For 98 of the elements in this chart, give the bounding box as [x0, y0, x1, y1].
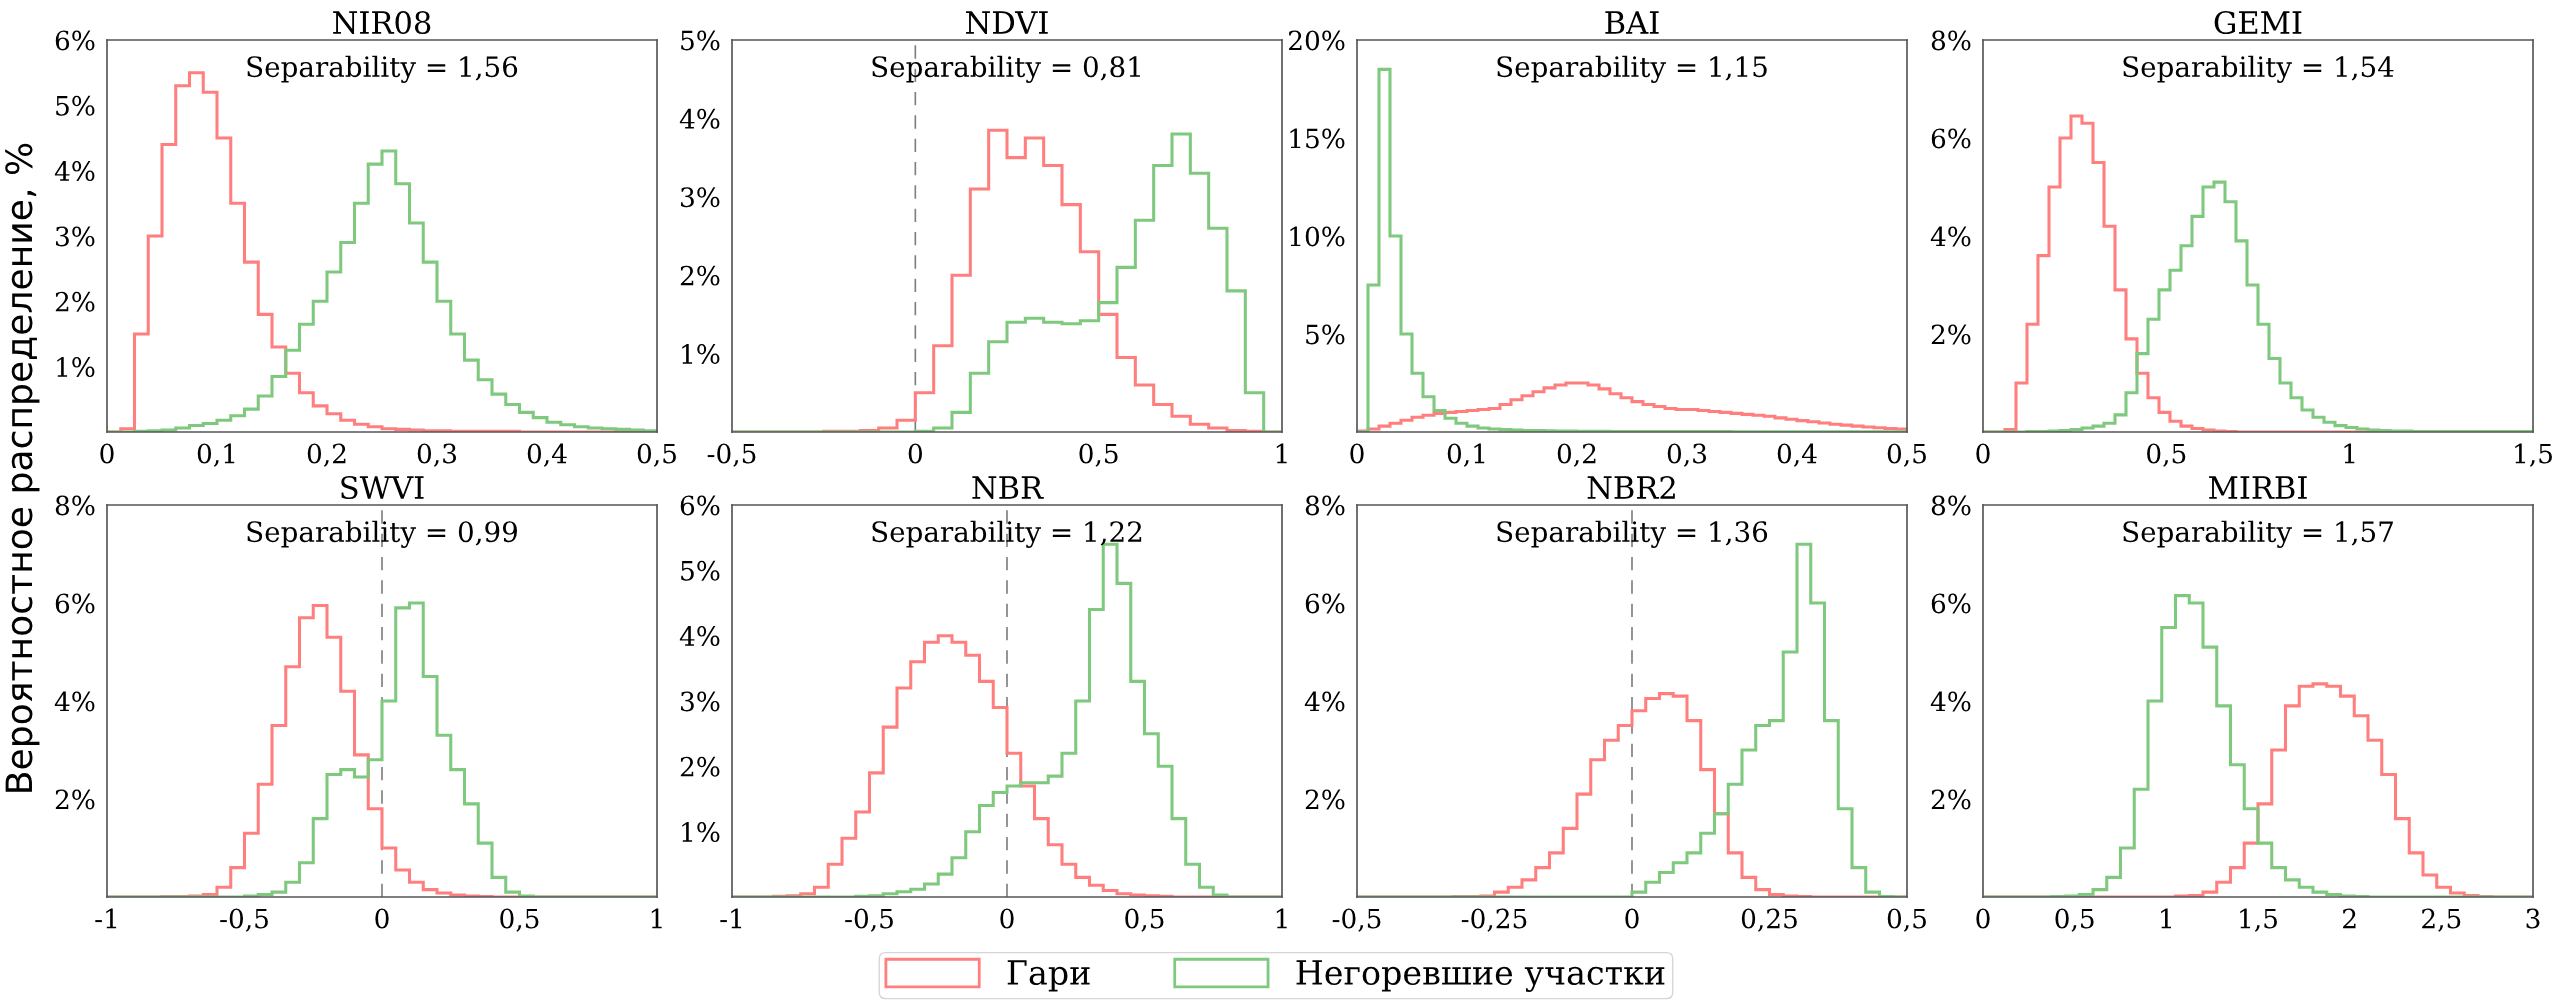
x-tick-label: 1: [1276, 908, 1287, 929]
chart-title: NIR08: [333, 10, 431, 35]
annotation: Separability = 1,57: [2123, 520, 2393, 548]
y-tick-label: 5%: [1306, 324, 1345, 345]
x-tick-label: 0: [908, 443, 922, 464]
x-tick-label: 3: [2526, 908, 2540, 929]
legend-label: Негоревшие участки: [1296, 960, 1665, 992]
y-tick-label: 10%: [1290, 226, 1345, 247]
y-tick-label: 5%: [56, 95, 95, 116]
x-tick-label: 0: [100, 443, 114, 464]
x-tick-label: 0,3: [1667, 443, 1707, 467]
y-axis-title: Вероятностное распределение, %: [5, 143, 40, 792]
y-tick-label: 8%: [55, 495, 95, 516]
x-tick-label: 0,5: [1125, 908, 1164, 932]
y-tick-label: 1%: [57, 357, 95, 378]
y-tick-label: 4%: [54, 161, 95, 182]
x-tick-label: 1: [2344, 443, 2355, 464]
y-tick-label: 2%: [1305, 789, 1345, 810]
x-tick-label: 2,5: [2422, 908, 2461, 932]
y-tick-label: 2%: [680, 756, 720, 777]
legend-label: Гари: [1007, 960, 1090, 992]
x-tick-label: 1: [2161, 908, 2171, 929]
y-tick-label: 6%: [55, 30, 95, 51]
x-tick-label: 0,5: [2055, 908, 2094, 932]
y-tick-label: 2%: [55, 789, 95, 810]
x-tick-label: -1: [95, 908, 117, 929]
x-tick-label: 1,5: [2240, 908, 2277, 932]
x-tick-label: 0,5: [500, 908, 539, 932]
x-tick-label: 0,5: [1887, 443, 1926, 467]
annotation: Separability = 0,99: [247, 520, 517, 548]
y-tick-label: 15%: [1290, 128, 1345, 149]
annotation: Separability = 1,22: [872, 520, 1142, 548]
y-tick-label: 6%: [55, 593, 95, 614]
chart-title: NBR2: [1587, 475, 1675, 500]
x-tick-label: 0,4: [527, 443, 567, 467]
chart-title: SWVI: [341, 475, 424, 500]
y-tick-label: 4%: [1930, 691, 1971, 712]
y-tick-label: 6%: [1931, 128, 1971, 149]
x-tick-label: 0,2: [1557, 443, 1596, 467]
x-tick-label: 0,4: [1777, 443, 1817, 467]
y-tick-label: 2%: [55, 291, 95, 312]
x-tick-label: 0: [1000, 908, 1014, 929]
y-tick-label: 4%: [54, 691, 95, 712]
x-tick-label: 0,5: [2147, 443, 2186, 467]
x-tick-label: 0: [1625, 908, 1639, 929]
x-tick-label: 0,3: [417, 443, 457, 467]
x-tick-label: 2: [2343, 908, 2356, 929]
y-tick-label: 4%: [1304, 691, 1345, 712]
x-tick-label: 0,1: [197, 443, 235, 467]
y-tick-label: 8%: [1931, 495, 1971, 516]
x-tick-label: -0,25: [1461, 908, 1527, 932]
chart-title: NDVI: [966, 11, 1048, 35]
y-tick-label: 2%: [1931, 789, 1971, 810]
y-tick-label: 6%: [680, 495, 720, 516]
y-tick-label: 1%: [682, 344, 720, 364]
annotation: Separability = 1,54: [2123, 55, 2394, 83]
y-tick-label: 3%: [681, 187, 720, 208]
x-tick-label: 0,2: [307, 443, 346, 467]
y-tick-label: 8%: [1931, 30, 1971, 51]
x-tick-label: 0: [1350, 443, 1364, 464]
y-tick-label: 6%: [1305, 593, 1345, 614]
annotation: Separability = 1,56: [247, 55, 518, 83]
x-tick-label: -0,5: [220, 908, 268, 932]
x-tick-label: 1: [651, 908, 662, 929]
x-tick-label: -0,5: [845, 908, 893, 932]
y-tick-label: 4%: [679, 108, 720, 129]
y-tick-label: 3%: [56, 226, 95, 247]
y-tick-label: 5%: [681, 560, 720, 581]
y-tick-label: 2%: [1931, 324, 1971, 345]
y-tick-label: 5%: [681, 30, 720, 51]
y-tick-label: 3%: [681, 691, 720, 712]
annotation: Separability = 0,81: [872, 55, 1140, 83]
x-tick-label: 1,5: [2515, 443, 2552, 467]
x-tick-label: 0: [1976, 443, 1990, 464]
y-tick-label: 4%: [679, 626, 720, 647]
x-tick-label: 0,5: [637, 443, 676, 467]
x-tick-label: 0,1: [1447, 443, 1485, 467]
x-tick-label: 1: [1276, 443, 1287, 464]
chart-title: NBR: [972, 476, 1044, 500]
annotation: Separability = 1,15: [1497, 55, 1767, 83]
x-tick-label: 0,5: [1887, 908, 1926, 932]
chart-title: MIRBI: [2209, 476, 2307, 499]
y-tick-label: 6%: [1931, 593, 1971, 614]
x-tick-label: -0,5: [1332, 908, 1381, 932]
x-tick-label: 0,25: [1741, 908, 1797, 932]
x-tick-label: 0: [375, 908, 389, 929]
chart-title: GEMI: [2214, 10, 2302, 35]
x-tick-label: -1: [720, 908, 742, 929]
y-tick-label: 8%: [1305, 495, 1345, 516]
y-tick-label: 2%: [680, 265, 720, 286]
y-tick-label: 1%: [682, 822, 720, 843]
x-tick-label: 0,5: [1079, 443, 1118, 467]
chart-title: BAI: [1605, 11, 1659, 34]
y-tick-label: 20%: [1289, 30, 1345, 51]
x-tick-label: -0,5: [707, 443, 756, 467]
annotation: Separability = 1,36: [1497, 520, 1768, 548]
x-tick-label: 0: [1976, 908, 1990, 929]
y-tick-label: 4%: [1930, 226, 1971, 247]
